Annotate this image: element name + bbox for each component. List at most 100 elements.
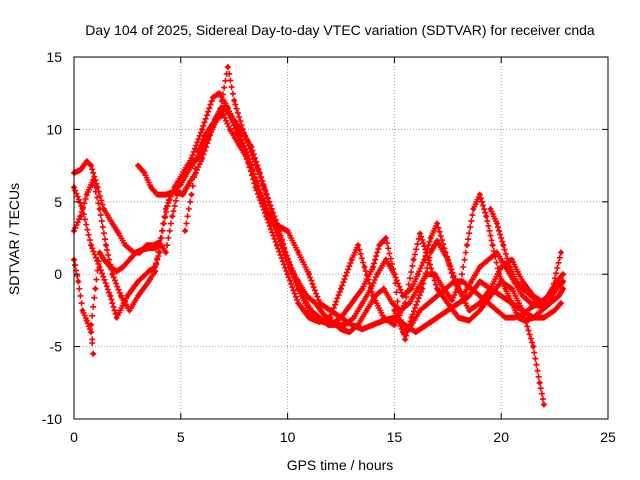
data-point — [552, 308, 557, 313]
data-point — [88, 329, 94, 335]
data-point — [118, 293, 124, 299]
data-point — [199, 127, 205, 132]
data-point — [460, 293, 465, 299]
x-tick-label: 5 — [177, 429, 185, 445]
data-point — [558, 300, 564, 306]
data-point — [541, 315, 547, 320]
grid — [74, 57, 608, 419]
data-point — [488, 286, 493, 291]
data-point — [528, 293, 534, 299]
data-point — [285, 228, 290, 233]
data-point — [127, 257, 132, 262]
data-point — [368, 286, 374, 291]
data-point — [488, 206, 493, 212]
data-point — [548, 300, 553, 306]
data-point — [249, 144, 254, 149]
data-point — [434, 238, 440, 244]
data-point — [225, 106, 230, 112]
data-point — [270, 221, 275, 226]
data-point — [80, 308, 85, 313]
data-point — [217, 91, 222, 96]
data-point — [469, 286, 474, 291]
data-point — [400, 329, 406, 335]
data-point — [285, 272, 290, 277]
data-point — [381, 286, 386, 291]
data-point — [97, 264, 102, 270]
y-tick-label: -5 — [50, 339, 63, 355]
data-point — [195, 148, 201, 154]
data-point — [180, 192, 186, 197]
data-point — [531, 315, 536, 320]
data-point — [417, 308, 423, 313]
data-point — [88, 322, 94, 328]
data-point — [402, 322, 408, 328]
data-point — [189, 156, 194, 161]
data-point — [558, 250, 564, 255]
data-point — [110, 221, 115, 226]
data-point — [101, 257, 107, 262]
data-point — [266, 199, 271, 204]
data-point — [509, 300, 515, 306]
data-point — [409, 286, 414, 291]
data-point — [560, 279, 566, 284]
data-point — [123, 243, 128, 248]
data-point — [97, 250, 102, 255]
data-point — [411, 257, 416, 262]
data-point — [432, 272, 438, 277]
data-point — [349, 257, 354, 262]
data-point — [464, 243, 470, 248]
data-point — [494, 308, 500, 313]
data-point — [330, 319, 335, 325]
data-point — [214, 115, 220, 121]
data-point — [351, 315, 357, 320]
data-point — [187, 180, 192, 186]
data-point — [456, 300, 461, 306]
data-point — [503, 286, 508, 291]
data-point — [146, 279, 151, 284]
data-point — [434, 293, 440, 299]
data-point — [501, 243, 506, 248]
data-point — [221, 112, 226, 118]
data-point — [520, 312, 525, 317]
data-point — [360, 327, 365, 332]
x-tick-label: 15 — [387, 429, 403, 445]
data-point — [114, 315, 119, 320]
data-point — [507, 264, 512, 270]
data-point — [240, 130, 245, 135]
y-tick-label: 5 — [54, 194, 62, 210]
plot-frame — [73, 56, 609, 420]
data-point — [101, 206, 107, 212]
data-point — [528, 305, 534, 310]
data-point — [372, 293, 378, 299]
data-point — [84, 159, 90, 164]
data-point — [140, 247, 145, 252]
data-point — [560, 286, 566, 291]
data-point — [338, 327, 344, 332]
data-point — [477, 192, 483, 197]
data-point — [189, 192, 194, 197]
data-point — [88, 243, 94, 248]
data-point — [413, 329, 418, 335]
data-point — [232, 118, 237, 123]
ticks: 0 5 10 15 20 25 -10 -5 0 5 10 15 — [42, 49, 616, 445]
data-point — [219, 105, 224, 110]
data-point — [163, 192, 169, 197]
data-point — [170, 214, 175, 219]
data-point — [452, 279, 457, 284]
y-axis-label: SDTVAR / TECUs — [6, 183, 22, 295]
y-tick-label: 15 — [46, 49, 62, 65]
x-tick-label: 0 — [70, 429, 78, 445]
data-point — [146, 245, 151, 251]
data-point — [308, 308, 314, 313]
data-point — [296, 250, 301, 255]
data-point — [163, 250, 169, 255]
data-point — [343, 322, 348, 328]
data-point — [531, 344, 536, 349]
data-point — [377, 243, 382, 248]
data-point — [108, 264, 113, 270]
data-point — [466, 293, 472, 299]
data-point — [383, 257, 389, 262]
data-point — [114, 269, 119, 274]
data-point — [125, 293, 130, 299]
